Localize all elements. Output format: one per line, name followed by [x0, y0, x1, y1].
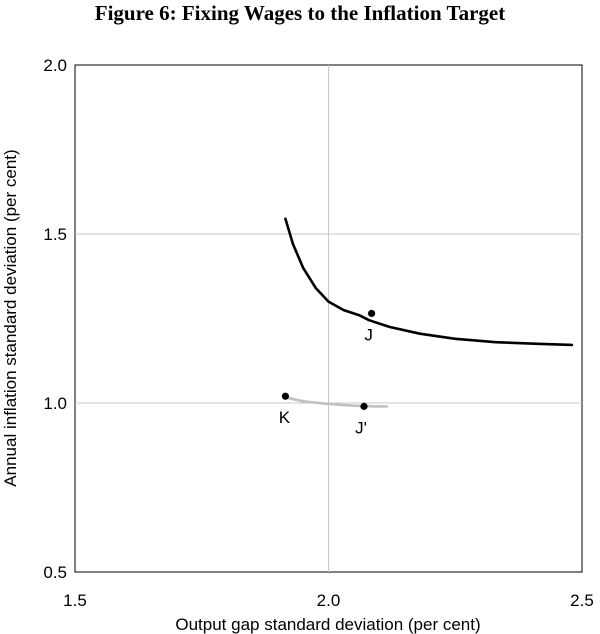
y-tick-label: 1.5	[43, 225, 67, 244]
data-point	[367, 309, 376, 318]
chart-title: Figure 6: Fixing Wages to the Inflation …	[94, 1, 506, 25]
series-group	[284, 217, 574, 408]
point-label: J	[364, 325, 373, 344]
y-tick-label: 1.0	[43, 394, 67, 413]
x-tick-label: 2.0	[317, 591, 341, 610]
x-tick-label: 1.5	[63, 591, 87, 610]
x-axis-label: Output gap standard deviation (per cent)	[175, 615, 480, 634]
series-line-1	[284, 217, 574, 347]
point-label: J'	[355, 418, 367, 437]
data-point	[360, 402, 368, 410]
y-axis-label: Annual inflation standard deviation (per…	[1, 149, 20, 486]
x-tick-label: 2.5	[570, 591, 594, 610]
data-point	[281, 392, 290, 400]
series-line-2	[284, 396, 389, 408]
points-group: J K J'	[279, 309, 376, 437]
point-label: K	[279, 408, 291, 427]
y-tick-label: 2.0	[43, 56, 67, 75]
y-tick-label: 0.5	[43, 563, 67, 582]
tick-labels: 0.5 1.0 1.5 2.0 1.5 2.0 2.5	[43, 56, 593, 610]
